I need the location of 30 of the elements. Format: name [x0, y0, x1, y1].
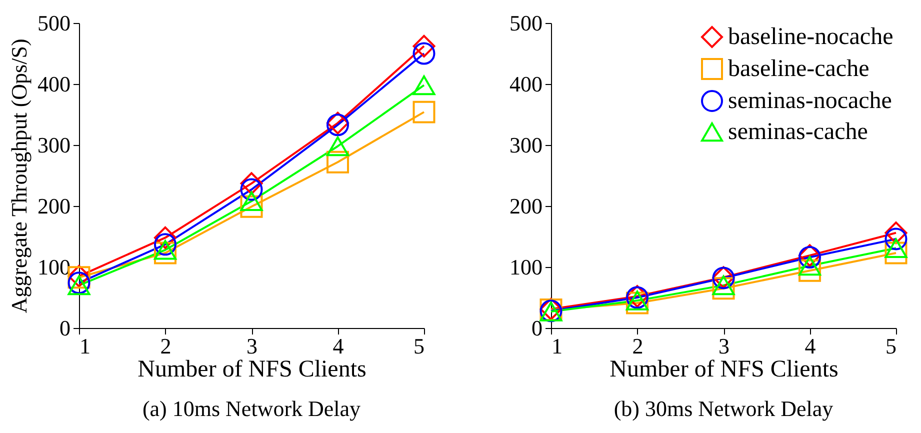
x-tick-label: 2	[160, 334, 172, 358]
legend-label: seminas-nocache	[728, 88, 892, 114]
y-tick-label: 200	[38, 194, 70, 218]
x-tick-label: 4	[804, 334, 816, 358]
x-tick-label: 5	[414, 334, 424, 358]
y-tick-label: 300	[510, 132, 542, 158]
y-tick-label: 100	[510, 254, 542, 280]
text: (b) 30ms Network Delay	[614, 396, 834, 421]
x-tick-label: 4	[332, 334, 344, 358]
x-tick-label: 5	[886, 334, 896, 358]
y-tick-label: 400	[510, 72, 542, 96]
x-axis-title: Number of NFS Clients	[138, 356, 366, 382]
x-tick-label: 1	[552, 334, 562, 358]
y-tick-label: 500	[38, 10, 70, 36]
y-tick-label: 0	[60, 316, 70, 340]
y-tick-label: 300	[38, 132, 70, 158]
legend-label: baseline-nocache	[728, 24, 894, 50]
y-axis-title: Aggregate Throughput (Ops/S)	[6, 38, 32, 314]
y-tick-label: 0	[532, 316, 542, 340]
legend-label: seminas-cache	[728, 119, 868, 145]
text: (a) 10ms Network Delay	[142, 396, 361, 421]
legend-label: baseline-cache	[728, 56, 870, 82]
x-tick-label: 3	[718, 334, 730, 358]
x-tick-label: 3	[246, 334, 258, 358]
x-tick-label: 1	[80, 334, 90, 358]
y-tick-label: 500	[510, 10, 542, 36]
x-tick-label: 2	[632, 334, 644, 358]
y-tick-label: 200	[510, 194, 542, 218]
y-tick-label: 400	[38, 72, 70, 96]
x-axis-title: Number of NFS Clients	[610, 356, 838, 382]
